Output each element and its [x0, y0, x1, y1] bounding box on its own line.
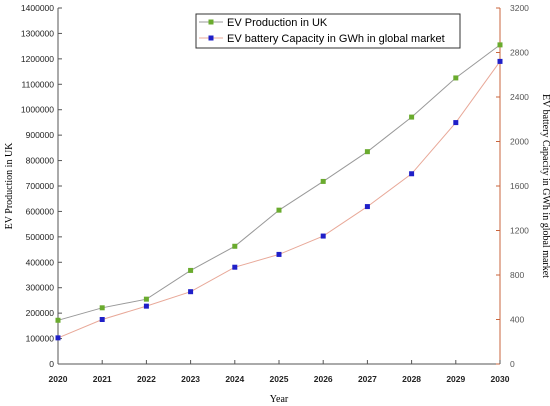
- left-y-tick-label: 400000: [26, 257, 55, 267]
- left-y-tick-label: 100000: [26, 334, 55, 344]
- x-tick-label: 2021: [93, 374, 112, 384]
- legend-label-ev-production: EV Production in UK: [227, 17, 328, 29]
- series: [55, 42, 503, 341]
- left-y-tick-label: 300000: [26, 283, 55, 293]
- right-y-tick-label: 2800: [510, 48, 529, 58]
- axes: [57, 8, 501, 365]
- left-y-tick-label: 0: [49, 359, 54, 369]
- x-tick-label: 2022: [137, 374, 156, 384]
- data-point: [409, 171, 415, 177]
- x-tick-label: 2029: [446, 374, 465, 384]
- data-point: [453, 75, 459, 81]
- data-point: [99, 317, 105, 322]
- right-y-tick-label: 3200: [510, 3, 529, 13]
- data-point: [188, 289, 194, 295]
- legend-marker-battery-capacity: [208, 35, 214, 41]
- data-point: [276, 251, 282, 257]
- legend-box: [195, 13, 461, 49]
- left-y-tick-label: 700000: [26, 181, 55, 191]
- legend-label-battery-capacity: EV battery Capacity in GWh in global mar…: [227, 33, 445, 45]
- x-tick-label: 2026: [314, 374, 333, 384]
- left-y-tick-label: 1100000: [22, 79, 55, 89]
- data-point: [409, 114, 415, 120]
- data-point: [55, 335, 61, 341]
- right-y-tick-label: 2400: [510, 92, 529, 102]
- series-line-1: [57, 61, 501, 339]
- left-y-tick-label: 900000: [26, 130, 55, 140]
- x-tick-label: 2028: [402, 374, 421, 384]
- left-y-tick-label: 200000: [26, 308, 55, 318]
- x-tick-label: 2027: [358, 374, 377, 384]
- data-point: [364, 204, 370, 210]
- left-y-tick-label: 1000000: [21, 105, 54, 115]
- data-point: [276, 207, 282, 213]
- legend-marker-ev-production: [208, 19, 214, 25]
- data-point: [364, 149, 370, 155]
- left-y-tick-label: 600000: [26, 206, 55, 216]
- series-line-0: [57, 44, 501, 321]
- left-y-tick-label: 800000: [26, 156, 55, 166]
- left-y-tick-label: 1200000: [21, 54, 54, 64]
- data-point: [143, 303, 149, 309]
- tick-labels: 0 100000 200000 300000 400000 500000 600000 700…: [21, 3, 529, 384]
- data-point: [320, 233, 326, 239]
- data-point: [497, 58, 503, 64]
- data-point: [497, 42, 503, 48]
- x-tick-label: 2020: [49, 374, 68, 384]
- data-point: [188, 267, 194, 273]
- x-tick-label: 2023: [181, 374, 200, 384]
- right-y-tick-label: 1600: [510, 181, 529, 191]
- right-y-tick-label: 1200: [510, 226, 529, 236]
- data-point: [232, 264, 238, 270]
- right-y-tick-label: 400: [510, 315, 524, 325]
- right-y-tick-label: 0: [510, 359, 515, 369]
- data-point: [320, 178, 326, 184]
- left-y-axis-title: EV Production in UK: [4, 142, 15, 230]
- x-tick-label: 2024: [225, 374, 244, 384]
- left-y-tick-label: 1400000: [21, 3, 54, 13]
- data-point: [232, 243, 238, 249]
- data-point: [99, 305, 105, 311]
- right-y-tick-label: 2000: [510, 137, 529, 147]
- right-y-tick-label: 800: [510, 270, 524, 280]
- x-axis-title: Year: [270, 394, 289, 405]
- x-tick-label: 2025: [270, 374, 289, 384]
- left-y-tick-label: 500000: [26, 232, 55, 242]
- right-y-axis-title: EV battery Capacity in GWh in global mar…: [540, 94, 550, 278]
- left-y-tick-label: 1300000: [21, 28, 54, 38]
- x-tick-label: 2030: [491, 374, 510, 384]
- data-point: [453, 120, 459, 126]
- legend: EV Production in UK EV battery Capacity …: [195, 13, 461, 49]
- data-point: [143, 296, 149, 302]
- data-point: [55, 317, 61, 323]
